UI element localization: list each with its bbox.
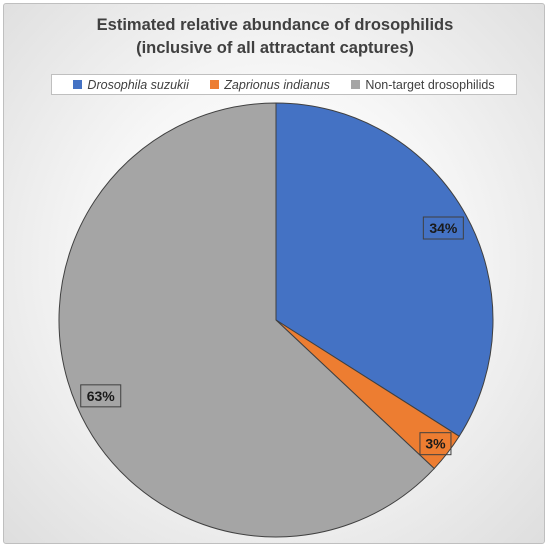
- data-label-text: 34%: [429, 220, 458, 236]
- data-label-box: [419, 432, 452, 456]
- data-label-box: [80, 384, 122, 408]
- data-label-box: [422, 216, 464, 240]
- legend-swatch-drosophila-suzukii: [73, 80, 83, 89]
- chart-title-line-1: Estimated relative abundance of drosophi…: [96, 16, 454, 34]
- chart-title-line-2: (inclusive of all attractant captures): [136, 39, 414, 57]
- legend-swatch-zaprionus-indianus: [210, 80, 220, 89]
- legend-label-zaprionus-indianus: Zaprionus indianus: [224, 77, 330, 92]
- data-labels: 34% 3% 63%: [80, 216, 464, 456]
- legend-label-drosophila-suzukii: Drosophila suzukii: [87, 77, 189, 92]
- data-label-drosophila-suzukii: 34%: [422, 216, 464, 240]
- data-label-zaprionus-indianus: 3%: [419, 432, 452, 456]
- legend-item-zaprionus-indianus: Zaprionus indianus: [210, 78, 330, 92]
- legend-label-non-target-drosophilids: Non-target drosophilids: [365, 77, 495, 92]
- data-label-text: 3%: [425, 436, 446, 452]
- data-label-text: 63%: [87, 388, 116, 404]
- pie-slice-non-target-drosophilids: [58, 102, 435, 538]
- data-label-non-target-drosophilids: 63%: [80, 384, 122, 408]
- legend-swatch-non-target-drosophilids: [351, 80, 361, 89]
- pie-slices: [58, 102, 494, 538]
- legend-item-non-target-drosophilids: Non-target drosophilids: [351, 77, 495, 92]
- legend: Drosophila suzukii Zaprionus indianus No…: [51, 74, 517, 95]
- pie-slice-drosophila-suzukii: [275, 102, 494, 437]
- legend-item-drosophila-suzukii: Drosophila suzukii: [73, 77, 189, 92]
- chart-title: Estimated relative abundance of drosophi…: [0, 14, 550, 60]
